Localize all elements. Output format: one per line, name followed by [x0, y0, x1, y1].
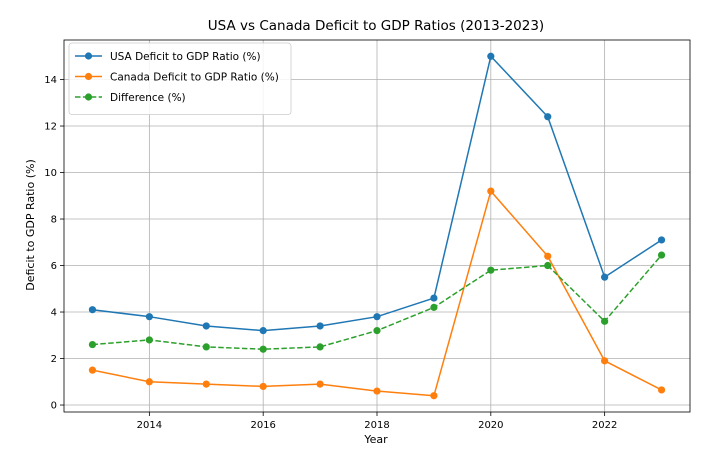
data-point	[145, 313, 153, 321]
data-point	[88, 306, 97, 314]
data-point	[145, 336, 153, 344]
data-point	[601, 273, 609, 281]
x-tick-label: 2022	[592, 420, 617, 431]
data-point	[202, 380, 210, 388]
data-point	[259, 327, 267, 335]
x-axis-title: Year	[363, 433, 388, 446]
data-point	[316, 322, 324, 330]
data-point	[202, 322, 210, 330]
data-point	[601, 357, 609, 365]
legend-entry: Difference (%)	[75, 92, 186, 104]
legend-marker	[84, 93, 93, 101]
plot-frame	[63, 39, 691, 413]
data-point	[544, 113, 552, 121]
data-point	[657, 386, 666, 394]
legend-label: Canada Deficit to GDP Ratio (%)	[110, 72, 279, 84]
legend-entry: Canada Deficit to GDP Ratio (%)	[75, 72, 279, 84]
legend-entry: USA Deficit to GDP Ratio (%)	[75, 51, 261, 63]
y-tick-label: 6	[51, 261, 57, 272]
data-point	[88, 340, 97, 349]
x-tick-label: 2016	[250, 420, 275, 431]
legend-label: Difference (%)	[110, 92, 186, 104]
data-point	[487, 187, 495, 195]
data-point	[430, 303, 438, 311]
y-tick-label: 8	[51, 215, 57, 226]
y-tick-label: 12	[44, 122, 57, 133]
data-point	[373, 327, 381, 335]
grid-lines	[64, 40, 690, 412]
y-tick-label: 0	[51, 401, 57, 412]
data-point	[657, 251, 666, 259]
data-point	[202, 343, 210, 351]
data-point	[373, 387, 381, 395]
y-tick-label: 4	[51, 308, 57, 319]
legend-marker	[84, 52, 93, 60]
axes: 2014 2016 2018 2020 2022 0 2 4 6 8 10 12 14	[44, 39, 691, 431]
legend-label: USA Deficit to GDP Ratio (%)	[110, 51, 261, 63]
y-tick-label: 10	[44, 168, 57, 179]
data-point	[430, 294, 438, 302]
legend-box	[68, 42, 292, 115]
y-tick-label: 2	[51, 354, 57, 365]
data-point	[430, 392, 438, 400]
data-point	[601, 317, 609, 325]
data-point	[487, 266, 495, 274]
legend-marker	[84, 72, 93, 81]
x-tick-label: 2014	[137, 420, 162, 431]
data-point	[657, 236, 666, 244]
series-3	[88, 251, 666, 353]
data-point	[145, 378, 153, 386]
data-point	[259, 345, 267, 353]
x-tick-label: 2018	[364, 420, 389, 431]
y-tick-label: 14	[44, 75, 57, 86]
data-point	[316, 343, 324, 351]
data-point	[373, 313, 381, 321]
series-1	[88, 52, 666, 335]
data-point	[544, 252, 552, 260]
data-point	[259, 382, 267, 391]
x-tick-label: 2020	[478, 420, 503, 431]
data-point	[316, 380, 324, 388]
data-point	[544, 261, 552, 270]
legend: USA Deficit to GDP Ratio (%) Canada Defic…	[68, 42, 292, 115]
y-axis-title: Deficit to GDP Ratio (%)	[24, 159, 37, 291]
chart-title: USA vs Canada Deficit to GDP Ratios (201…	[208, 18, 544, 34]
series-2	[88, 187, 666, 400]
series-lines	[88, 52, 666, 400]
data-point	[88, 366, 97, 374]
data-point	[487, 52, 495, 60]
